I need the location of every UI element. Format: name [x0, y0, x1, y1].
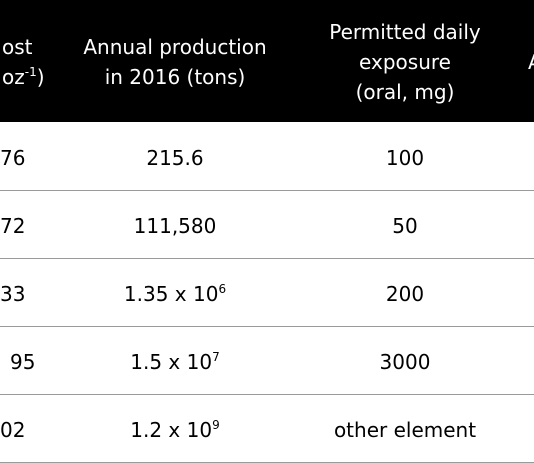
header-line: exposure — [255, 47, 534, 77]
text: 50 — [392, 214, 418, 238]
text: (oral, mg) — [355, 80, 455, 104]
text: 33 — [0, 282, 26, 306]
text: 72 — [0, 214, 26, 238]
header-line: in 2016 (tons) — [25, 62, 325, 92]
row-separator — [0, 190, 534, 191]
header-cell: Annual production in 2016 (tons) — [25, 32, 325, 92]
table-cell: 02 — [0, 415, 25, 445]
row-separator — [0, 258, 534, 259]
superscript: -1 — [24, 65, 37, 79]
header-line: Permitted daily — [255, 17, 534, 47]
header-line: oz-1) — [2, 62, 45, 92]
superscript: 9 — [212, 418, 220, 432]
header-line: (oral, mg) — [255, 77, 534, 107]
header-line: Annual production — [25, 32, 325, 62]
header-cell: A — [528, 47, 534, 77]
table-cell: 50 — [255, 211, 534, 241]
text: 76 — [0, 146, 26, 170]
superscript: 6 — [218, 282, 227, 296]
text: Permitted daily — [329, 20, 481, 44]
text: 3000 — [379, 350, 431, 374]
table-cell: 1.2 x 109 — [25, 415, 325, 445]
header-line: ost — [2, 32, 45, 62]
row-separator — [0, 394, 534, 395]
text: 1.2 x 10 — [130, 418, 213, 442]
text: 200 — [385, 282, 425, 306]
table-cell: 200 — [255, 279, 534, 309]
table-cell: other element — [255, 415, 534, 445]
text: ost — [2, 35, 33, 59]
table-header: ost oz-1) Annual production in 2016 (tons) P… — [0, 0, 534, 122]
row-separator — [0, 326, 534, 327]
text: 215.6 — [146, 146, 204, 170]
text: 111,580 — [133, 214, 217, 238]
header-cell: ost oz-1) — [2, 32, 45, 92]
text: 100 — [385, 146, 425, 170]
text: 1.5 x 10 — [130, 350, 213, 374]
table-cell: 95 — [10, 347, 35, 377]
text: oz — [2, 65, 25, 89]
table-cell: 3000 — [255, 347, 534, 377]
text: 1.35 x 10 — [123, 282, 219, 306]
table-cell: 215.6 — [25, 143, 325, 173]
text: exposure — [359, 50, 451, 74]
text: A — [528, 50, 534, 74]
text: 02 — [0, 418, 26, 442]
superscript: 7 — [212, 350, 220, 364]
table-cell: 1.5 x 107 — [25, 347, 325, 377]
table-cell: 100 — [255, 143, 534, 173]
header-line: A — [528, 47, 534, 77]
text: other element — [333, 418, 477, 442]
table-cell: 111,580 — [25, 211, 325, 241]
table-cell: 1.35 x 106 — [25, 279, 325, 309]
table-cell: 33 — [0, 279, 25, 309]
text: Annual production — [83, 35, 267, 59]
header-cell: Permitted daily exposure (oral, mg) — [255, 17, 534, 107]
table-cell: 76 — [0, 143, 25, 173]
text: 95 — [10, 350, 36, 374]
text: ) — [36, 65, 45, 89]
table-cell: 72 — [0, 211, 25, 241]
text: in 2016 (tons) — [104, 65, 246, 89]
